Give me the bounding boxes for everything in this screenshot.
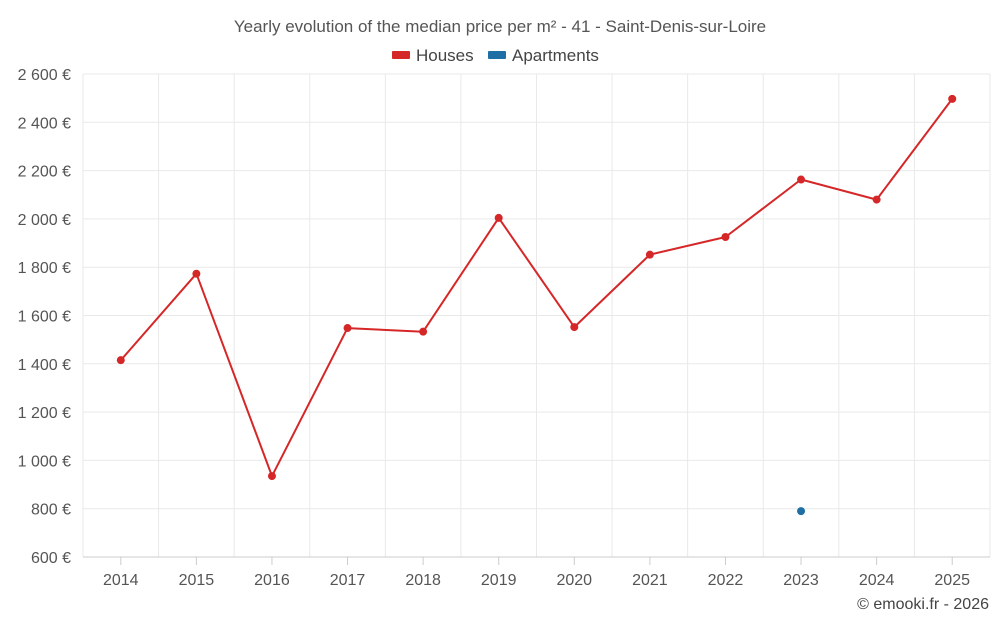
y-tick-label: 2 000 € [18,212,71,229]
series [116,94,957,516]
data-point-apartments-2023[interactable] [797,507,806,516]
x-tick-label: 2021 [632,572,668,589]
legend-item-houses[interactable]: Houses [392,46,474,65]
legend-swatch-apartments [488,51,506,59]
data-point-houses-2021[interactable] [645,250,654,259]
x-tick-label: 2022 [708,572,744,589]
x-tick-label: 2023 [783,572,819,589]
data-point-houses-2016[interactable] [267,472,276,481]
chart-title: Yearly evolution of the median price per… [234,17,766,36]
y-tick-label: 2 200 € [18,164,71,181]
x-tick-label: 2024 [859,572,895,589]
x-tick-label: 2025 [934,572,970,589]
x-tick-label: 2017 [330,572,366,589]
y-tick-label: 2 600 € [18,67,71,84]
legend[interactable]: Houses Apartments [392,46,599,65]
x-tick-label: 2018 [405,572,441,589]
series-line-houses [120,98,953,478]
y-tick-label: 800 € [31,502,71,519]
y-tick-label: 1 000 € [18,453,71,470]
grid [82,73,991,557]
credit-text: © emooki.fr - 2026 [857,596,989,613]
data-point-houses-2022[interactable] [721,233,730,242]
legend-label-apartments: Apartments [512,46,599,65]
data-point-houses-2019[interactable] [494,213,503,222]
legend-label-houses: Houses [416,46,474,65]
series-houses [116,94,957,481]
y-tick-label: 1 800 € [18,260,71,277]
data-point-houses-2018[interactable] [419,327,428,336]
x-tick-label: 2019 [481,572,517,589]
y-tick-label: 1 400 € [18,357,71,374]
data-point-houses-2014[interactable] [116,356,125,365]
data-point-houses-2023[interactable] [797,175,806,184]
x-tick-label: 2014 [103,572,139,589]
y-tick-label: 1 600 € [18,309,71,326]
y-tick-label: 2 400 € [18,115,71,132]
x-tick-label: 2016 [254,572,290,589]
data-point-houses-2024[interactable] [872,195,881,204]
y-tick-label: 1 200 € [18,405,71,422]
axes: 600 € 800 € 1 000 € 1 200 € 1 400 € 1 600 € 1 … [18,67,990,589]
data-point-houses-2015[interactable] [192,269,201,278]
x-tick-label: 2020 [556,572,592,589]
y-tick-label: 600 € [31,550,71,567]
legend-swatch-houses [392,51,410,59]
series-apartments [797,507,806,516]
x-tick-label: 2015 [179,572,215,589]
legend-item-apartments[interactable]: Apartments [488,46,599,65]
data-point-houses-2020[interactable] [570,323,579,332]
data-point-houses-2017[interactable] [343,324,352,333]
data-point-houses-2025[interactable] [948,94,957,103]
